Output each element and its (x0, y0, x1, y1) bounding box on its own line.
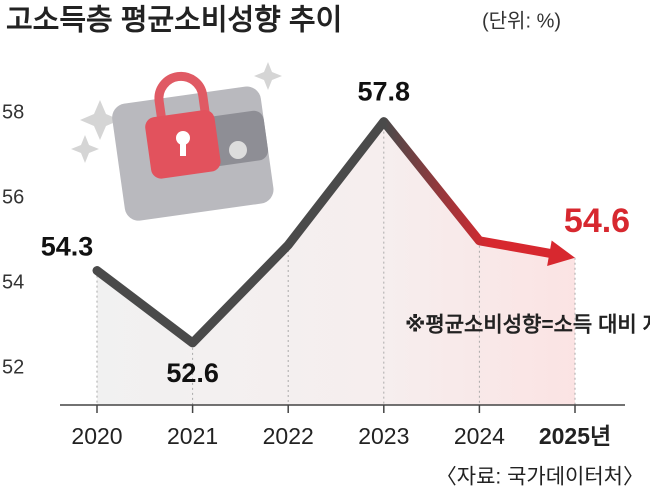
source: 〈자료: 국가데이터처〉 (436, 466, 644, 489)
y-tick-label: 52 (2, 357, 24, 379)
x-tick-label: 2020 (71, 423, 122, 449)
x-tick-label: 2024 (454, 423, 505, 449)
data-label: 57.8 (358, 77, 411, 107)
data-label: 52.6 (166, 358, 219, 388)
x-tick-label: 2021 (167, 423, 218, 449)
y-tick-label: 54 (2, 272, 24, 294)
x-tick-label: 2022 (263, 423, 314, 449)
area-fill (97, 121, 575, 405)
line (92, 117, 562, 348)
data-label: 54.6 (564, 202, 630, 240)
note: ※평균소비성향=소득 대비 지출 (405, 313, 650, 337)
y-tick-label: 58 (2, 101, 24, 123)
chart-subtitle: (단위: %) (482, 9, 561, 32)
y-tick-label: 56 (2, 187, 24, 209)
data-label: 54.3 (41, 232, 94, 262)
wallet-icon (71, 62, 282, 221)
x-tick-label: 2025년 (539, 423, 611, 449)
x-tick-label: 2023 (358, 423, 409, 449)
chart-title: 고소득층 평균소비성향 추이 (6, 4, 342, 37)
arrow-head (547, 240, 575, 267)
